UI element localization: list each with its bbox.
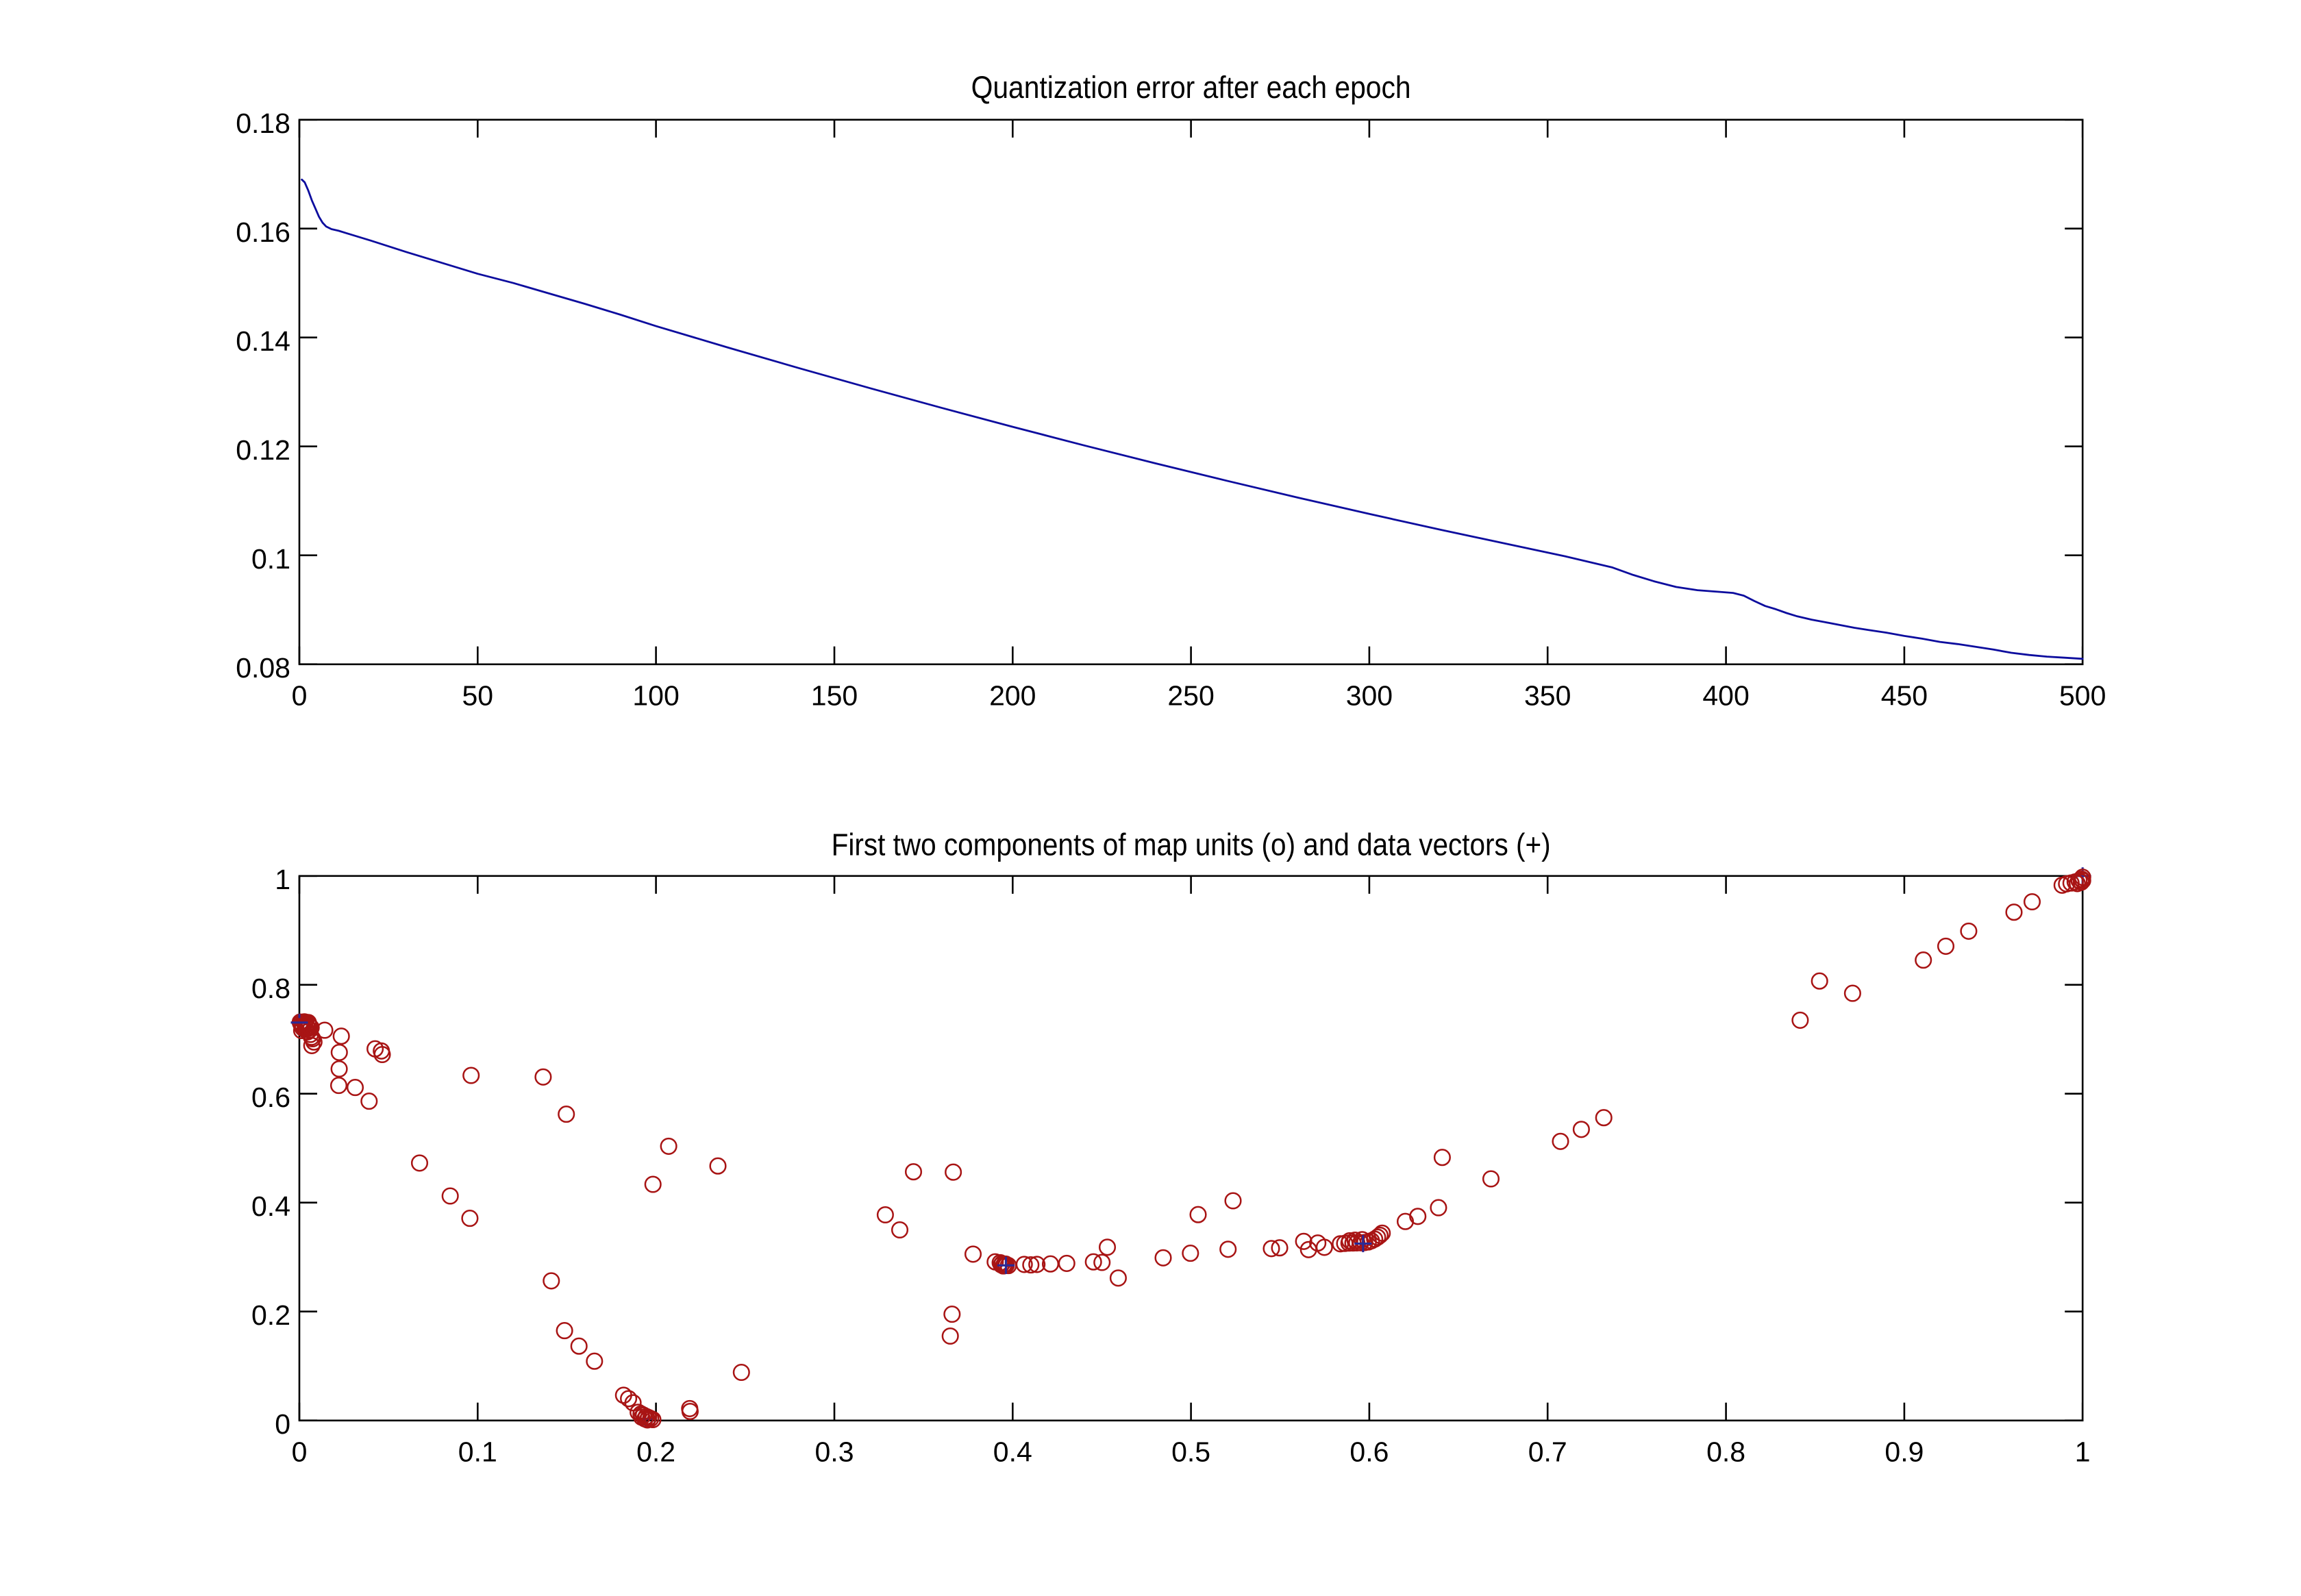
svg-text:500: 500 — [2059, 680, 2106, 712]
svg-text:First two components of map un: First two components of map units (o) an… — [832, 827, 1551, 862]
svg-text:200: 200 — [989, 680, 1036, 712]
svg-text:1: 1 — [2075, 1436, 2091, 1468]
svg-text:0.4: 0.4 — [251, 1190, 290, 1222]
svg-text:1: 1 — [275, 864, 290, 895]
svg-text:0.8: 0.8 — [251, 973, 290, 1004]
svg-text:350: 350 — [1524, 680, 1571, 712]
svg-text:450: 450 — [1881, 680, 1928, 712]
svg-text:0.2: 0.2 — [636, 1436, 675, 1468]
svg-text:0: 0 — [292, 1436, 308, 1468]
svg-text:0.1: 0.1 — [251, 543, 290, 575]
svg-text:0.08: 0.08 — [236, 652, 290, 684]
svg-text:150: 150 — [811, 680, 858, 712]
svg-text:Quantization error after each: Quantization error after each epoch — [971, 70, 1411, 105]
svg-text:0.18: 0.18 — [236, 108, 290, 139]
svg-text:0.14: 0.14 — [236, 325, 290, 357]
svg-text:0.2: 0.2 — [251, 1299, 290, 1331]
svg-text:0.12: 0.12 — [236, 434, 290, 466]
svg-text:0: 0 — [292, 680, 308, 712]
svg-text:0.6: 0.6 — [1349, 1436, 1389, 1468]
svg-text:0: 0 — [275, 1408, 290, 1440]
svg-text:0.9: 0.9 — [1885, 1436, 1924, 1468]
svg-text:0.5: 0.5 — [1171, 1436, 1210, 1468]
svg-text:0.7: 0.7 — [1528, 1436, 1567, 1468]
svg-text:0.6: 0.6 — [251, 1082, 290, 1113]
svg-text:400: 400 — [1702, 680, 1749, 712]
svg-text:0.16: 0.16 — [236, 216, 290, 248]
svg-text:250: 250 — [1167, 680, 1214, 712]
svg-text:0.1: 0.1 — [458, 1436, 497, 1468]
svg-text:0.3: 0.3 — [815, 1436, 854, 1468]
svg-text:50: 50 — [462, 680, 493, 712]
svg-text:300: 300 — [1346, 680, 1393, 712]
svg-text:100: 100 — [632, 680, 679, 712]
svg-text:0.4: 0.4 — [993, 1436, 1032, 1468]
svg-text:0.8: 0.8 — [1706, 1436, 1745, 1468]
